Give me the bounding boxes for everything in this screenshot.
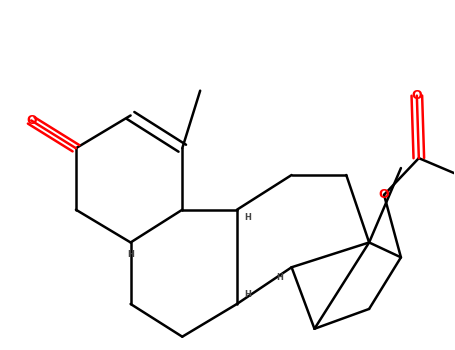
Text: O: O <box>379 188 389 201</box>
Text: H: H <box>127 250 134 259</box>
Text: O: O <box>411 89 422 102</box>
Text: H: H <box>244 213 251 222</box>
Text: O: O <box>26 114 36 127</box>
Text: H: H <box>244 289 251 299</box>
Text: H: H <box>276 273 283 282</box>
